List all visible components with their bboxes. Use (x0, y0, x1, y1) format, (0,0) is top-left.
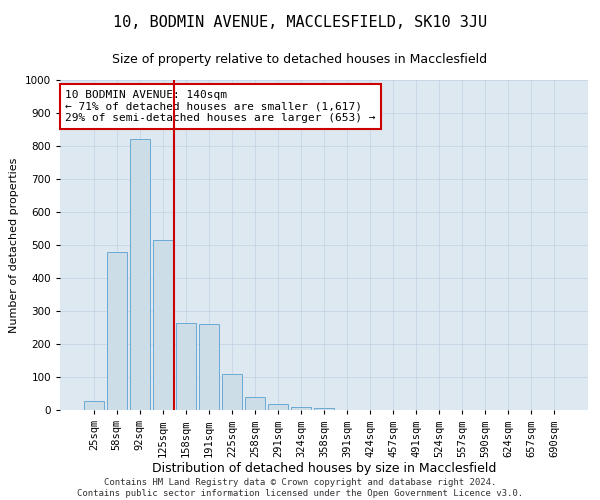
Bar (314, 408, 334, 410)
Bar (222, 374, 242, 410)
Bar (245, 398, 265, 410)
Bar (130, 140, 149, 410)
Text: 10 BODMIN AVENUE: 140sqm
← 71% of detached houses are smaller (1,617)
29% of sem: 10 BODMIN AVENUE: 140sqm ← 71% of detach… (65, 90, 376, 123)
Text: Contains HM Land Registry data © Crown copyright and database right 2024.
Contai: Contains HM Land Registry data © Crown c… (77, 478, 523, 498)
Bar (291, 406, 311, 410)
Y-axis label: Number of detached properties: Number of detached properties (9, 158, 19, 332)
Bar (107, 252, 127, 410)
Text: 10, BODMIN AVENUE, MACCLESFIELD, SK10 3JU: 10, BODMIN AVENUE, MACCLESFIELD, SK10 3J… (113, 15, 487, 30)
X-axis label: Distribution of detached houses by size in Macclesfield: Distribution of detached houses by size … (152, 462, 496, 475)
Text: Size of property relative to detached houses in Macclesfield: Size of property relative to detached ho… (112, 52, 488, 66)
Bar (84, 401, 104, 410)
Bar (268, 404, 288, 410)
Bar (153, 240, 173, 410)
Bar (199, 324, 218, 410)
Bar (176, 322, 196, 410)
